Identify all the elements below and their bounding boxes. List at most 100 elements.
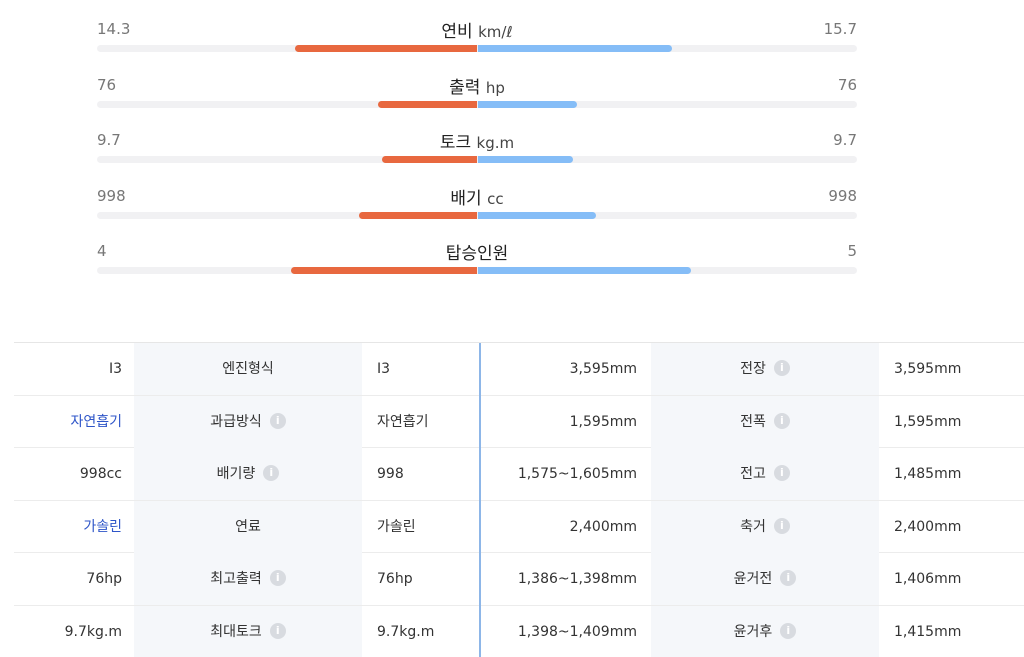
comparison-row: 998 배기 cc 998 bbox=[97, 167, 857, 223]
bar-track bbox=[97, 45, 857, 52]
spec-table: 9.7kg.m 최대토크 i 9.7kg.m 1,398~1,409mm 윤거후 i 1,41… bbox=[14, 342, 1024, 657]
info-icon[interactable]: i bbox=[773, 360, 790, 376]
dimension-label: 축거 i bbox=[651, 500, 879, 553]
left-bar bbox=[290, 267, 477, 274]
bar-track bbox=[97, 156, 857, 163]
comparison-row: 9.7 토크 kg.m 9.7 bbox=[97, 111, 857, 167]
left-bar bbox=[378, 100, 477, 108]
right-value: 15.7 bbox=[823, 20, 857, 38]
right-bar bbox=[478, 267, 691, 274]
dimension-label: 전고 i bbox=[651, 448, 879, 500]
left-car-value: I3 bbox=[108, 361, 122, 377]
spec-label-text: 최고출력 bbox=[210, 571, 262, 587]
right-value: 76 bbox=[837, 75, 857, 94]
left-car-value: 가솔린 bbox=[83, 518, 122, 535]
info-icon[interactable]: i bbox=[780, 622, 797, 639]
spec-label: 연료 bbox=[134, 500, 362, 553]
info-icon[interactable]: i bbox=[773, 412, 790, 429]
info-icon[interactable]: i bbox=[269, 412, 286, 429]
right-car-dimension: 1,595mm bbox=[894, 413, 962, 430]
right-bar bbox=[478, 211, 596, 219]
info-icon[interactable]: i bbox=[773, 517, 790, 534]
dimension-label: 윤거후 i bbox=[651, 605, 879, 657]
info-icon[interactable]: i bbox=[269, 622, 286, 639]
spec-label: 최대토크 i bbox=[134, 605, 362, 657]
right-bar bbox=[478, 156, 573, 163]
left-car-dimension: 1,386~1,398mm bbox=[517, 571, 637, 587]
left-bar bbox=[359, 211, 477, 219]
spec-label-text: 배기량 bbox=[216, 466, 256, 482]
left-car-dimension: 1,595mm bbox=[569, 413, 637, 430]
table-divider bbox=[479, 343, 481, 657]
metric-label: 배기 cc bbox=[97, 184, 857, 209]
metric-unit: cc bbox=[487, 189, 504, 208]
left-car-value: 76hp bbox=[86, 571, 122, 587]
right-value: 5 bbox=[847, 242, 857, 260]
dimension-label-text: 전장 bbox=[740, 361, 766, 377]
spec-label: 엔진형식 bbox=[134, 343, 362, 395]
info-icon[interactable]: i bbox=[263, 465, 280, 481]
metric-unit: kg.m bbox=[476, 134, 515, 152]
left-value: 9.7 bbox=[97, 131, 121, 149]
right-car-value: 76hp bbox=[377, 571, 413, 587]
right-car-dimension: 2,400mm bbox=[894, 518, 962, 535]
dimension-label: 윤거전 i bbox=[651, 553, 879, 605]
dimension-label: 전폭 i bbox=[651, 395, 879, 448]
right-bar bbox=[478, 45, 672, 52]
dimension-label-text: 윤거후 bbox=[733, 623, 773, 640]
spec-label-text: 최대토크 bbox=[210, 623, 262, 640]
spec-label-text: 연료 bbox=[235, 518, 261, 535]
dimension-label-text: 전폭 bbox=[740, 413, 766, 430]
table-row: 9.7kg.m 최대토크 i 9.7kg.m 1,398~1,409mm 윤거후 i 1,41… bbox=[14, 605, 1024, 657]
info-icon[interactable]: i bbox=[773, 465, 790, 481]
left-value: 998 bbox=[97, 186, 126, 205]
left-car-value: 998cc bbox=[79, 466, 122, 482]
comparison-row: 14.3 연비 km/ℓ 15.7 bbox=[97, 0, 857, 56]
table-row: 76hp 최고출력 i 76hp 1,386~1,398mm 윤거전 i 1,406mm bbox=[14, 553, 1024, 606]
spec-label: 과급방식 i bbox=[134, 395, 362, 448]
right-car-value: I3 bbox=[377, 361, 391, 377]
right-car-dimension: 1,406mm bbox=[894, 571, 962, 587]
table-row: 가솔린 연료 가솔린 2,400mm 축거 i 2,400mm bbox=[14, 500, 1024, 553]
left-value: 4 bbox=[97, 242, 107, 260]
comparison-row: 76 출력 hp 76 bbox=[97, 56, 857, 112]
left-car-value: 자연흡기 bbox=[70, 413, 122, 430]
spec-label-text: 과급방식 bbox=[210, 413, 262, 430]
metric-name: 연비 bbox=[441, 22, 473, 42]
right-value: 9.7 bbox=[833, 131, 857, 149]
spec-label-text: 엔진형식 bbox=[222, 361, 274, 377]
comparison-row: 4 탑승인원 5 bbox=[97, 222, 857, 278]
metric-label: 연비 km/ℓ bbox=[97, 17, 857, 42]
left-value: 14.3 bbox=[97, 20, 131, 38]
metric-label: 토크 kg.m bbox=[97, 128, 857, 153]
right-car-dimension: 1,415mm bbox=[894, 623, 962, 640]
bar-track bbox=[97, 211, 857, 219]
right-value: 998 bbox=[828, 186, 857, 205]
right-car-dimension: 1,485mm bbox=[894, 466, 962, 482]
left-bar bbox=[294, 45, 477, 52]
metric-name: 출력 bbox=[449, 77, 481, 98]
table-row: I3 엔진형식 I3 3,595mm 전장 i 3,595mm bbox=[14, 343, 1024, 396]
metric-name: 토크 bbox=[439, 133, 472, 153]
info-icon[interactable]: i bbox=[780, 570, 797, 586]
left-car-dimension: 1,575~1,605mm bbox=[517, 466, 637, 482]
spec-label: 배기량 i bbox=[134, 448, 362, 500]
metric-unit: hp bbox=[485, 78, 505, 97]
dimension-label-text: 윤거전 bbox=[733, 571, 773, 587]
left-bar bbox=[382, 156, 477, 163]
table-row: 자연흡기 과급방식 i 자연흡기 1,595mm 전폭 i 1,595mm bbox=[14, 395, 1024, 448]
table-row: 998cc 배기량 i 998 1,575~1,605mm 전고 i 1,485mm bbox=[14, 448, 1024, 501]
dimension-label-text: 축거 bbox=[740, 518, 766, 535]
left-car-value: 9.7kg.m bbox=[64, 623, 122, 640]
comparison-bars: 14.3 연비 km/ℓ 15.7 76 출력 hp 76 9.7 토크 kg.m 9.7 998… bbox=[97, 0, 857, 278]
right-car-value: 9.7kg.m bbox=[377, 623, 435, 640]
info-icon[interactable]: i bbox=[269, 570, 286, 586]
left-car-dimension: 2,400mm bbox=[569, 518, 637, 535]
metric-label: 출력 hp bbox=[97, 73, 857, 98]
bar-track bbox=[97, 100, 857, 108]
right-car-value: 자연흡기 bbox=[377, 413, 429, 430]
right-car-dimension: 3,595mm bbox=[894, 361, 962, 377]
spec-label: 최고출력 i bbox=[134, 553, 362, 605]
metric-label: 탑승인원 bbox=[97, 239, 857, 264]
left-car-dimension: 1,398~1,409mm bbox=[517, 623, 637, 640]
